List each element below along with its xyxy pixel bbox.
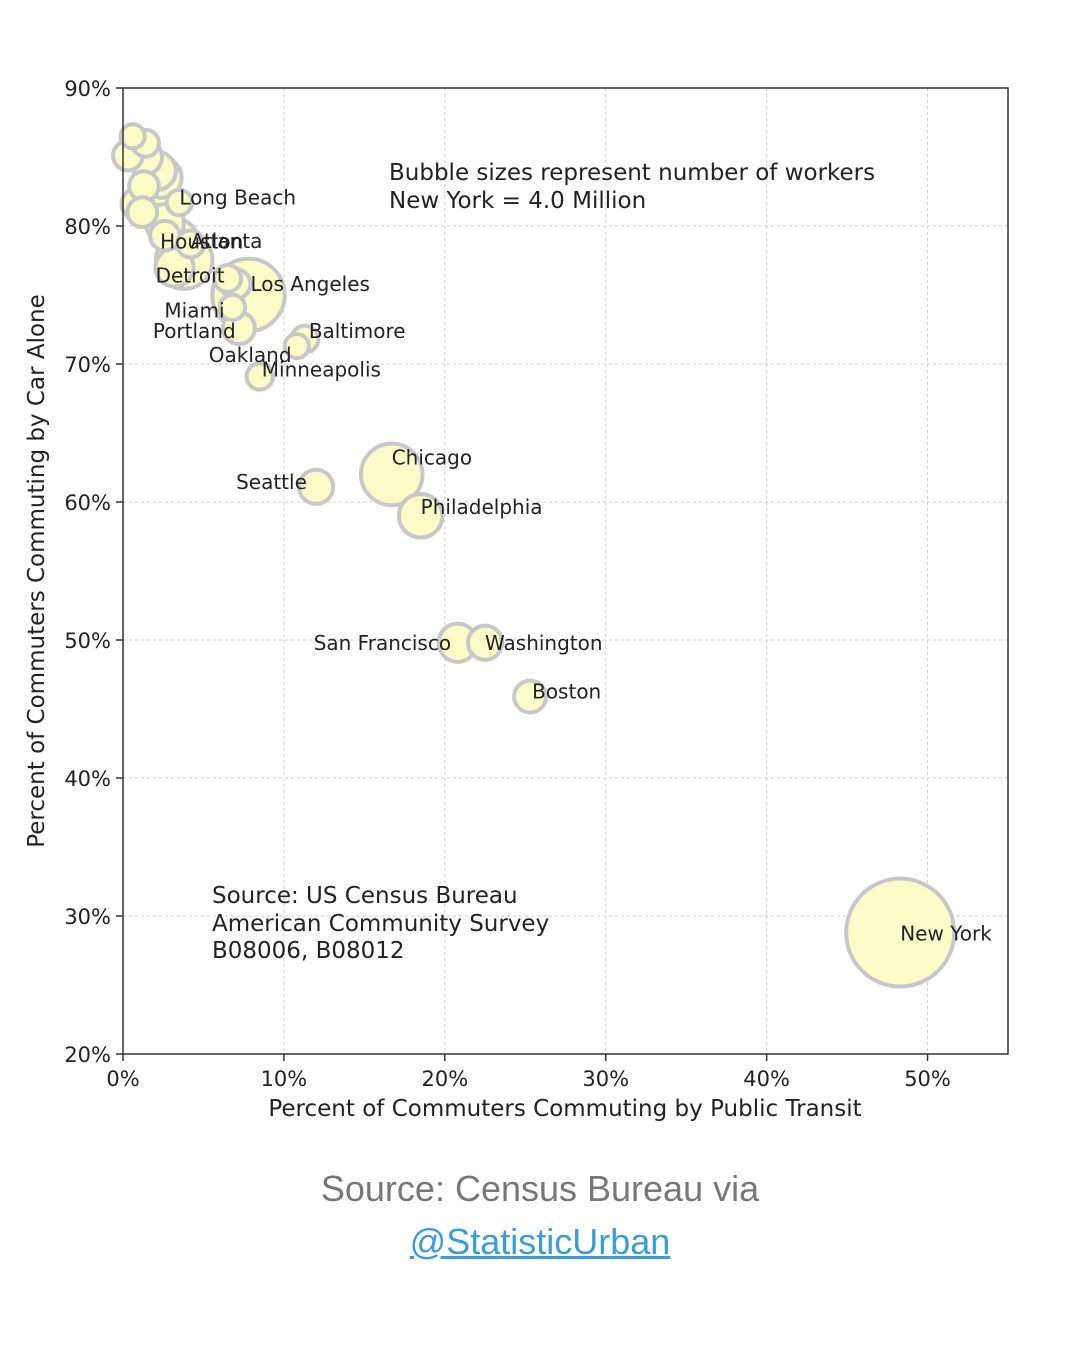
size-note-line-2: New York = 4.0 Million [389,188,646,214]
x-tick-label: 30% [582,1067,629,1091]
point-label-minneapolis: Minneapolis [262,357,381,381]
point-label-washington: Washington [485,631,603,655]
bubble-new-york [844,876,957,989]
y-tick-label: 80% [64,215,111,239]
point-label-seattle: Seattle [236,470,307,494]
y-tick-label: 20% [64,1043,111,1067]
size-note-line-1: Bubble sizes represent number of workers [389,160,875,186]
point-label-detroit: Detroit [156,263,225,287]
point-label-boston: Boston [532,680,601,704]
plot-background [123,88,1008,1054]
point-label-los-angeles: Los Angeles [251,272,370,296]
bubble-washington [465,623,505,662]
bubbles [111,122,957,989]
y-tick-label: 30% [64,905,111,929]
y-tick-label: 40% [64,767,111,791]
point-label-baltimore: Baltimore [309,319,406,343]
point-label-long-beach: Long Beach [179,186,296,210]
x-tick-label: 20% [421,1067,468,1091]
bubble-seattle [297,467,336,506]
point-label-philadelphia: Philadelphia [421,495,543,519]
point-label-portland: Portland [153,319,236,343]
bubble-miami [217,292,248,323]
bubble [118,122,147,151]
point-labels: New York Los Angeles Chicago Houston Philade… [153,186,992,946]
point-label-miami: Miami [164,298,224,322]
x-tick-label: 50% [904,1067,951,1091]
y-tick-label: 60% [64,491,111,515]
plot-frame [122,87,1009,1055]
y-tick-label: 70% [64,353,111,377]
x-tick-label: 0% [106,1067,139,1091]
bubble-chicago [358,441,425,508]
credit-link[interactable]: @StatisticUrban [409,1221,671,1262]
x-axis-label: Percent of Commuters Commuting by Public… [268,1096,861,1122]
x-tick-label: 10% [261,1067,308,1091]
bubble-boston [512,678,549,715]
y-tick-label: 90% [64,77,111,101]
source-note-line-1: Source: US Census Bureau [212,883,518,909]
y-axis-label: Percent of Commuters Commuting by Car Al… [24,294,50,848]
point-label-san-francisco: San Francisco [314,631,451,655]
bubble [125,195,160,229]
bubble-atlanta [175,228,207,260]
y-axis-ticks: 20% 30% 40% 50% 60% 70% 80% 90% [64,77,123,1067]
bubble-oakland [282,331,311,361]
source-note-line-3: B08006, B08012 [212,938,405,964]
point-label-atlanta: Atlanta [191,229,263,253]
y-tick-label: 50% [64,629,111,653]
x-tick-label: 40% [743,1067,790,1091]
point-label-oakland: Oakland [209,343,292,367]
bubble-minneapolis [244,361,275,392]
bubble-detroit [212,262,244,294]
point-label-houston: Houston [160,230,243,254]
bubble-chart: 0% 10% 20% 30% 40% 50% 20% 30% 40% 50% 60% 70% 80% 9… [24,77,1009,1122]
point-label-chicago: Chicago [392,445,472,469]
point-label-new-york: New York [900,922,992,946]
source-note-line-2: American Community Survey [212,911,549,937]
caption-source: Source: Census Bureau via [320,1168,760,1209]
bubble-long-beach [164,187,194,218]
bubble-philadelphia [396,492,445,540]
x-axis-ticks: 0% 10% 20% 30% 40% 50% [106,1054,951,1091]
